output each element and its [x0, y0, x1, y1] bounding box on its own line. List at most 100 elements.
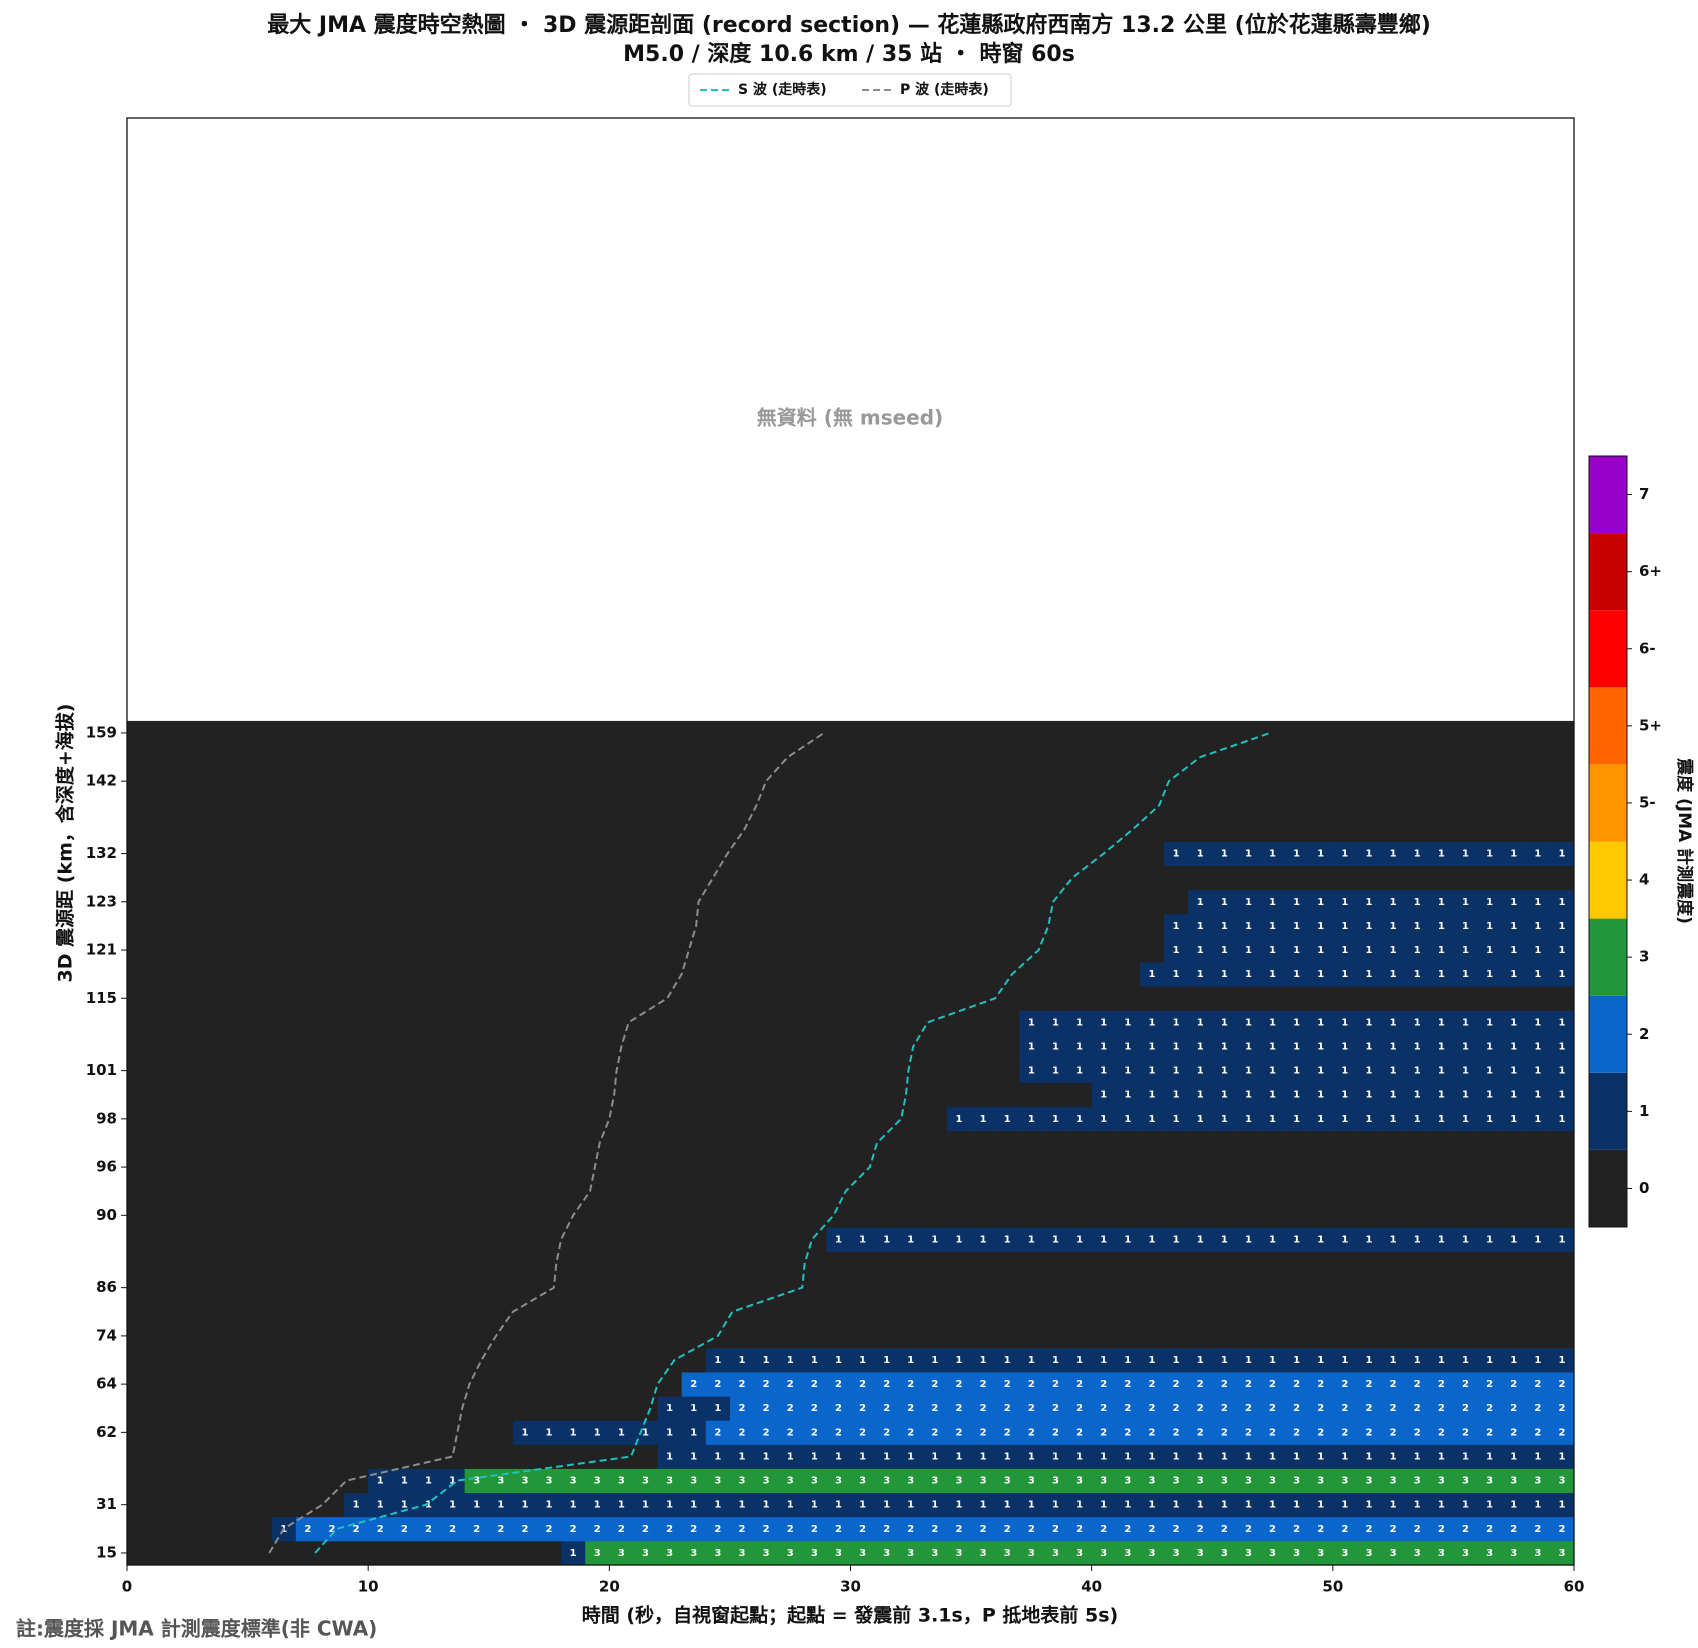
cell-label: 1	[1100, 1355, 1107, 1366]
heatmap-cell	[1549, 1540, 1575, 1566]
heatmap-cell	[561, 1034, 586, 1059]
heatmap-cell	[1212, 1372, 1237, 1397]
heatmap-cell	[151, 1492, 176, 1518]
heatmap-cell	[223, 1468, 248, 1494]
cell-label: 1	[1438, 897, 1445, 908]
cell-label: 2	[956, 1427, 963, 1438]
heatmap-cell	[850, 1203, 876, 1228]
heatmap-cell	[175, 1372, 200, 1397]
heatmap-cell	[1236, 1130, 1261, 1156]
heatmap-cell	[609, 793, 634, 818]
heatmap-cell	[319, 1347, 345, 1373]
heatmap-cell	[488, 745, 514, 770]
heatmap-cell	[464, 1130, 490, 1156]
heatmap-cell	[609, 1299, 634, 1325]
cell-label: 1	[1221, 897, 1228, 908]
heatmap-cell	[1188, 1275, 1213, 1301]
heatmap-cell	[1525, 937, 1551, 963]
heatmap-cell	[127, 889, 152, 915]
heatmap-cell	[175, 962, 200, 987]
cell-label: 1	[1245, 1041, 1252, 1052]
cell-label: 1	[1438, 921, 1445, 932]
heatmap-cell	[1212, 865, 1237, 891]
heatmap-cell	[175, 817, 200, 842]
heatmap-cell	[512, 1034, 538, 1059]
heatmap-cell	[1115, 1082, 1141, 1108]
chart-subtitle: M5.0 / 深度 10.6 km / 35 站 ・ 時窗 60s	[623, 41, 1075, 67]
heatmap-cell	[416, 1299, 441, 1325]
cell-label: 1	[1197, 1234, 1204, 1245]
heatmap-cell	[512, 1130, 538, 1156]
heatmap-cell	[1164, 1396, 1189, 1421]
heatmap-cell	[1139, 720, 1165, 746]
heatmap-cell	[681, 1179, 707, 1204]
heatmap-cell	[850, 1251, 876, 1276]
cell-label: 2	[521, 1524, 528, 1535]
heatmap-cell	[464, 1323, 490, 1349]
heatmap-cell	[1139, 817, 1165, 842]
heatmap-cell	[1115, 1299, 1141, 1325]
heatmap-cell	[1019, 1540, 1044, 1566]
heatmap-cell	[922, 1106, 948, 1132]
heatmap-cell	[1429, 1492, 1454, 1518]
cell-label: 1	[763, 1500, 770, 1511]
heatmap-cell	[995, 1323, 1020, 1349]
heatmap-cell	[1260, 745, 1285, 770]
heatmap-cell	[512, 1010, 538, 1035]
heatmap-cell	[295, 913, 321, 939]
heatmap-cell	[971, 1492, 996, 1518]
cell-label: 1	[1028, 1017, 1035, 1028]
heatmap-cell	[1477, 1106, 1503, 1132]
heatmap-cell	[585, 1299, 610, 1325]
y-tick-label: 62	[96, 1423, 117, 1441]
heatmap-cell	[585, 1203, 610, 1228]
heatmap-cell	[1188, 1130, 1213, 1156]
heatmap-cell	[392, 1203, 417, 1228]
heatmap-cell	[1115, 1516, 1141, 1542]
heatmap-cell	[488, 1203, 514, 1228]
cell-label: 2	[1558, 1524, 1565, 1535]
cell-label: 2	[1100, 1403, 1107, 1414]
heatmap-cell	[826, 817, 851, 842]
heatmap-cell	[319, 745, 345, 770]
heatmap-cell	[1525, 1275, 1551, 1301]
heatmap-cell	[199, 1372, 224, 1397]
heatmap-cell	[657, 1540, 683, 1566]
heatmap-cell	[344, 720, 369, 746]
cell-label: 1	[1245, 1355, 1252, 1366]
cell-label: 1	[1510, 1234, 1517, 1245]
heatmap-cell	[754, 865, 779, 891]
cell-label: 1	[956, 1355, 963, 1366]
heatmap-cell	[1284, 1010, 1310, 1035]
heatmap-cell	[247, 889, 273, 915]
heatmap-cell	[1164, 937, 1189, 963]
heatmap-cell	[344, 913, 369, 939]
heatmap-cell	[705, 1516, 731, 1542]
heatmap-cell	[681, 1516, 707, 1542]
heatmap-cell	[1236, 1323, 1261, 1349]
heatmap-cell	[1525, 1420, 1551, 1445]
cell-label: 1	[1414, 1500, 1421, 1511]
heatmap-cell	[199, 1179, 224, 1204]
heatmap-cell	[1212, 1034, 1237, 1059]
cell-label: 1	[1558, 1066, 1565, 1077]
cell-label: 1	[1173, 921, 1180, 932]
heatmap-cell	[151, 1203, 176, 1228]
heatmap-cell	[922, 1347, 948, 1373]
heatmap-cell	[1115, 986, 1141, 1011]
cell-label: 2	[714, 1524, 721, 1535]
heatmap-cell	[1043, 1420, 1068, 1445]
cell-label: 1	[521, 1500, 528, 1511]
heatmap-cell	[946, 1058, 972, 1084]
heatmap-cell	[1429, 1444, 1454, 1469]
heatmap-cell	[1453, 1155, 1478, 1180]
heatmap-cell	[729, 1275, 755, 1301]
heatmap-cell	[295, 793, 321, 818]
heatmap-cell	[199, 793, 224, 818]
heatmap-cell	[488, 1179, 514, 1204]
heatmap-cell	[971, 1106, 996, 1132]
heatmap-cell	[1405, 986, 1430, 1011]
heatmap-cell	[223, 937, 248, 963]
cell-label: 1	[1486, 897, 1493, 908]
heatmap-cell	[1405, 745, 1430, 770]
